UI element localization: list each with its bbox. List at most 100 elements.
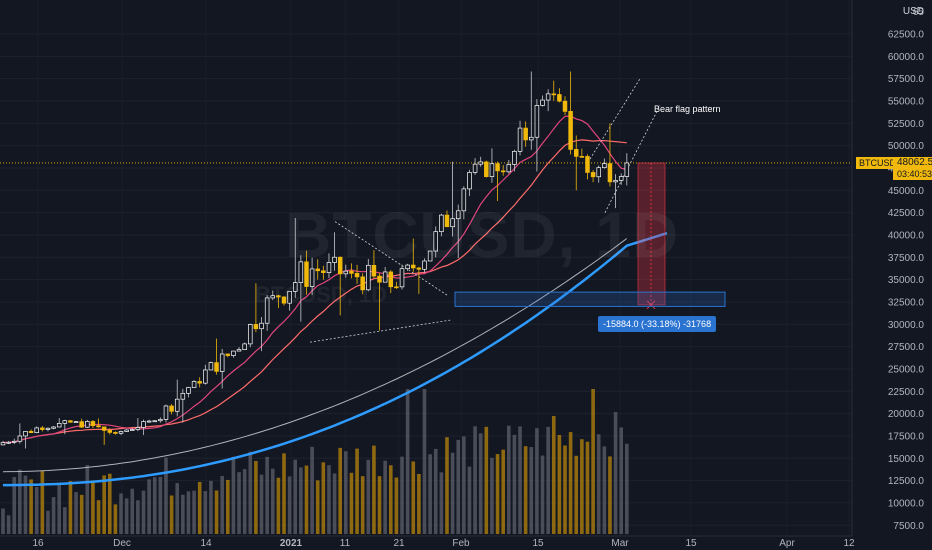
volume-bar (405, 389, 410, 534)
candle-body (427, 250, 433, 262)
measure-label[interactable]: -15884.0 (-33.18%) -31768 (598, 316, 717, 332)
candle-body (557, 94, 562, 102)
volume-bar (433, 448, 438, 534)
candle-body (444, 214, 450, 228)
volume-bar (113, 504, 118, 534)
bear-flag-annotation[interactable]: Bear flag pattern (654, 104, 721, 114)
candle-body (573, 149, 579, 157)
volume-bar (29, 479, 33, 534)
candle-body (495, 163, 500, 172)
volume-bar (119, 493, 123, 534)
candle-body (51, 426, 56, 429)
candle-body (590, 172, 596, 178)
volume-bar (462, 436, 466, 534)
volume-bar (68, 481, 73, 534)
candle-body (551, 93, 557, 96)
volume-bar (625, 443, 629, 534)
candle-body (45, 427, 51, 430)
price-tick-label: 60000.0 (888, 52, 925, 63)
volume-bar (74, 492, 78, 534)
time-axis-bg (0, 536, 852, 550)
candle-body (208, 362, 214, 371)
volume-bar (568, 432, 573, 534)
volume-bar (85, 465, 90, 534)
candle-body (489, 163, 495, 177)
candle-body (85, 421, 90, 428)
volume-bar (310, 446, 314, 534)
candle-body (113, 432, 118, 434)
price-tick-label: 40000.0 (888, 230, 925, 241)
candle-body (366, 264, 371, 291)
time-tick-label: Dec (113, 538, 131, 549)
candle-body (439, 214, 444, 233)
volume-bar (467, 466, 472, 534)
volume-bar (411, 461, 416, 534)
candle-body (562, 100, 568, 112)
volume-bar (1, 508, 5, 534)
candle-body (298, 261, 304, 283)
candle-body (158, 419, 163, 422)
price-tick-label: 25000.0 (888, 364, 925, 375)
price-tick-label: 7500.0 (893, 521, 924, 532)
candle-body (315, 268, 320, 272)
candle-body (321, 270, 326, 273)
candle-body (500, 170, 506, 173)
volume-bar (546, 426, 550, 534)
price-tick-label: 20000.0 (888, 409, 925, 420)
candle-body (596, 167, 601, 178)
volume-bar (535, 428, 539, 534)
volume-bar (551, 416, 556, 534)
candle-body (343, 270, 349, 275)
candle-body (197, 381, 202, 384)
volume-bar (158, 476, 163, 534)
volume-bar (63, 507, 67, 534)
candle-body (585, 156, 590, 173)
volume-bar (181, 494, 185, 534)
candle-body (433, 231, 438, 252)
volume-bar (282, 453, 286, 534)
candle-body (270, 295, 276, 299)
price-tick-label: 62500.0 (888, 30, 925, 41)
volume-bar (293, 459, 298, 534)
candle-body (56, 423, 62, 428)
price-axis-bg (852, 0, 932, 550)
candle-body (169, 405, 174, 412)
volume-bar (237, 472, 241, 534)
volume-bar (18, 469, 22, 534)
candle-body (461, 188, 467, 212)
target-marker (646, 300, 656, 310)
volume-bar (91, 480, 95, 534)
candle-body (281, 296, 287, 304)
price-tick-label: 27500.0 (888, 342, 925, 353)
candle-body (180, 392, 186, 400)
volume-bar (344, 451, 348, 534)
volume-bar (46, 510, 50, 534)
volume-bar (124, 498, 129, 534)
candle-body (225, 353, 231, 356)
candle-body (107, 430, 113, 433)
price-tick-label: 35000.0 (888, 275, 925, 286)
volume-bars (1, 389, 629, 534)
candle-body (416, 267, 422, 270)
time-tick-label: Feb (452, 538, 470, 549)
candle-body (0, 442, 6, 446)
candle-body (118, 431, 124, 434)
candle-body (332, 256, 337, 263)
price-tick-label: 37500.0 (888, 253, 925, 264)
candle-body (304, 261, 309, 287)
volume-bar (254, 461, 258, 534)
candle-body (214, 362, 219, 372)
volume-bar (619, 427, 623, 534)
time-axis: 16 Dec 14 2021 11 21 Feb 15 Mar 15 Apr 12 (0, 535, 855, 550)
moving-averages (2, 115, 668, 487)
volume-bar (321, 462, 326, 534)
currency-label[interactable]: USD (902, 6, 924, 17)
volume-bar (456, 439, 461, 534)
volume-bar (332, 473, 337, 534)
volume-bar (417, 473, 421, 534)
flag-upper-line (589, 78, 641, 160)
candle-body (512, 150, 517, 165)
short-position-zone (637, 162, 666, 306)
time-tick-label: 15 (532, 538, 544, 549)
